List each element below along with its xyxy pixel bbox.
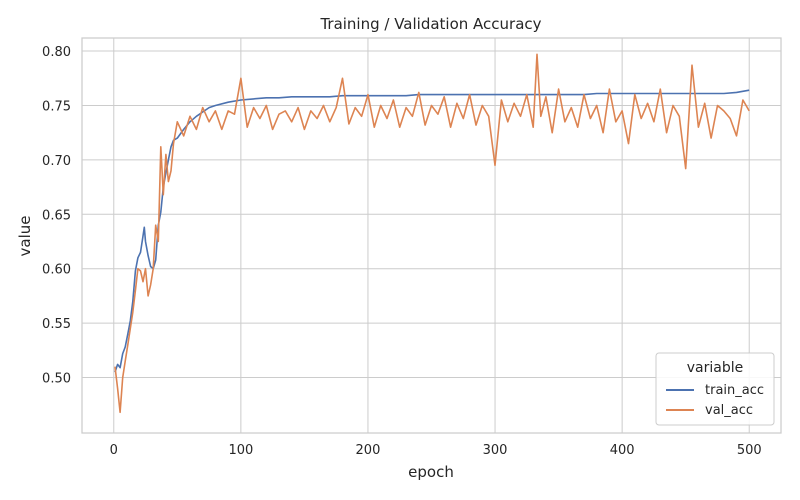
x-tick-label: 300 (483, 443, 508, 458)
x-tick-label: 200 (356, 443, 381, 458)
series-line-train-acc (114, 89, 750, 373)
x-tick-label: 0 (110, 443, 118, 458)
legend-label-val-acc: val_acc (705, 403, 753, 418)
y-tick-label: 0.55 (42, 317, 71, 332)
y-axis-label: value (16, 216, 34, 257)
plot-frame (81, 37, 782, 434)
y-tick-label: 0.50 (42, 372, 71, 387)
legend-label-train-acc: train_acc (705, 383, 764, 398)
x-axis-label: epoch (408, 463, 454, 481)
y-tick-label: 0.75 (42, 99, 71, 114)
series-lines (114, 53, 750, 414)
y-tick-label: 0.65 (42, 208, 71, 223)
x-tick-label: 100 (228, 443, 253, 458)
series-line-val-acc (114, 53, 750, 414)
y-tick-label: 0.60 (42, 263, 71, 278)
y-tick-label: 0.80 (42, 45, 71, 60)
legend-title: variable (687, 360, 743, 376)
chart-title: Training / Validation Accuracy (319, 15, 541, 33)
legend-box (655, 352, 775, 426)
legend: variable train_acc val_acc (655, 352, 775, 426)
x-tick-label: 500 (737, 443, 762, 458)
y-tick-label: 0.70 (42, 154, 71, 169)
x-tick-label: 400 (610, 443, 635, 458)
tick-labels: 0 100 200 300 400 500 0.50 0.55 0.60 0.65 0.70 0.75… (42, 45, 762, 458)
